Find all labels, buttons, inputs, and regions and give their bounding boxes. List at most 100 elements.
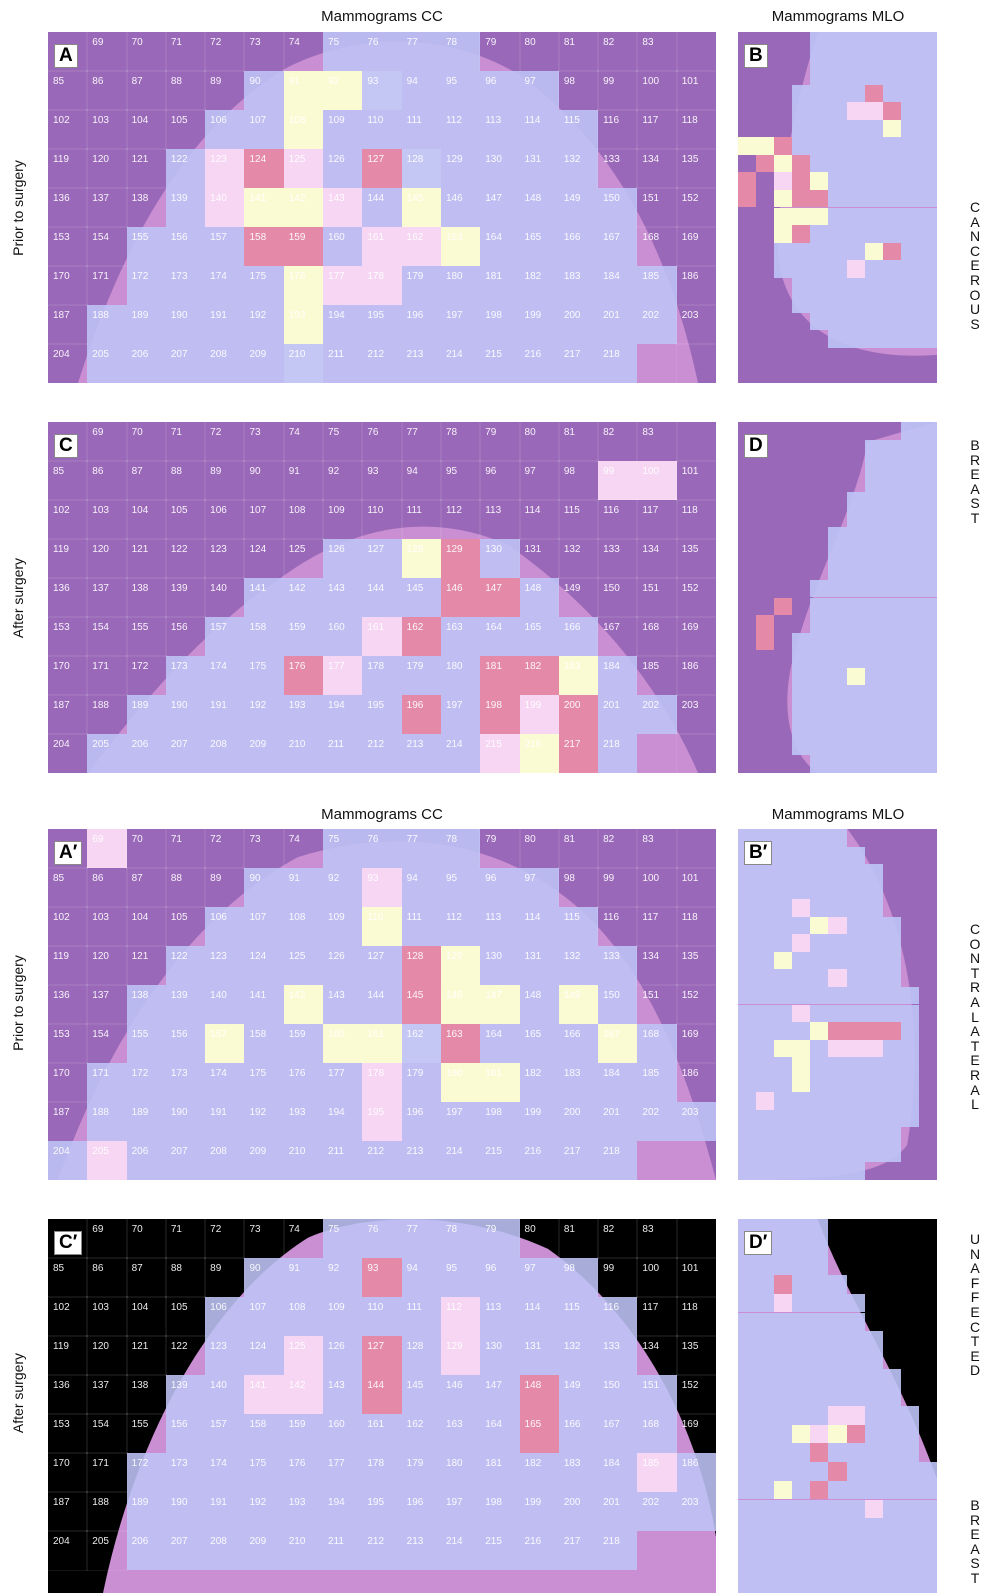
grid-cell: 213	[401, 1141, 441, 1180]
mlo-grid-cell	[828, 986, 847, 1005]
mlo-grid-cell	[756, 1256, 775, 1276]
mlo-grid-cell	[756, 1574, 775, 1593]
mlo-grid-cell	[774, 102, 792, 120]
mlo-grid-cell	[792, 295, 811, 313]
mlo-grid-cell	[846, 916, 865, 935]
mlo-grid-cell	[792, 755, 810, 773]
mlo-grid-cell	[864, 615, 883, 633]
grid-cell: 91	[283, 868, 324, 907]
grid-cell: 122	[164, 538, 207, 579]
mlo-grid-cell	[792, 1349, 811, 1369]
grid-cell: 128	[401, 149, 441, 188]
mlo-grid-cell	[901, 969, 919, 987]
grid-cell: 182	[519, 656, 559, 695]
mlo-grid-cell	[864, 702, 883, 721]
mlo-grid-cell	[774, 1219, 793, 1238]
grid-cell: 122	[165, 149, 206, 188]
grid-cell: 118	[675, 906, 716, 947]
mlo-grid-cell	[756, 1518, 775, 1537]
mlo-grid-cell	[900, 1480, 919, 1500]
mlo-grid-cell	[864, 509, 883, 528]
grid-cell: 170	[48, 655, 89, 696]
mlo-grid-cell	[864, 667, 883, 686]
grid-cell: 174	[205, 266, 245, 305]
grid-cell: 144	[362, 578, 402, 617]
grid-cell: 212	[362, 344, 402, 383]
mlo-grid-cell	[810, 422, 828, 440]
mlo-grid-cell	[901, 1219, 919, 1238]
mlo-grid-cell	[756, 225, 774, 243]
grid-cell: 95	[440, 868, 481, 907]
grid-cell: 71	[164, 829, 207, 869]
mlo-grid-cell	[882, 84, 901, 103]
mlo-grid-cell	[774, 1293, 793, 1313]
mlo-grid-cell	[738, 348, 756, 366]
mlo-grid-cell	[828, 1275, 847, 1294]
grid-cell: 203	[676, 1102, 716, 1141]
grid-cell: 120	[86, 148, 128, 189]
mlo-grid-cell	[738, 313, 756, 331]
mlo-grid-cell	[900, 579, 919, 598]
mlo-grid-cell	[792, 492, 810, 510]
mlo-grid-cell	[882, 1144, 901, 1163]
mlo-grid-cell	[846, 667, 865, 686]
mlo-grid-cell	[846, 544, 865, 563]
mlo-grid-cell	[882, 986, 901, 1005]
grid-cell: 180	[440, 266, 481, 305]
mlo-grid-cell	[846, 1039, 865, 1058]
mlo-grid-cell	[882, 172, 901, 190]
panel-letter-b: B	[744, 44, 768, 68]
mlo-grid-cell	[901, 864, 919, 882]
mlo-grid-cell	[865, 1238, 883, 1257]
grid-cell: 218	[598, 734, 638, 773]
mlo-grid-cell	[810, 1275, 829, 1294]
grid-cell: 124	[243, 538, 285, 579]
mlo-grid-cell	[792, 1057, 811, 1075]
mlo-grid-cell	[792, 1368, 811, 1388]
mlo-grid-cell	[918, 84, 937, 103]
mlo-grid-cell	[774, 703, 792, 721]
mlo-grid-cell	[864, 1127, 883, 1145]
grid-cell: 92	[322, 460, 364, 501]
mlo-grid-cell	[774, 154, 793, 173]
mlo-grid-cell	[846, 225, 865, 243]
grid-cell: 144	[362, 1375, 402, 1414]
mlo-grid-cell	[900, 544, 919, 563]
grid-cell: 194	[323, 1102, 363, 1141]
mlo-grid-cell	[865, 1162, 883, 1180]
grid-cell: 139	[164, 577, 207, 618]
mlo-grid-cell	[883, 1256, 901, 1275]
grid-cell: 200	[558, 1102, 599, 1141]
mlo-grid-cell	[918, 1499, 937, 1519]
grid-cell: 156	[164, 616, 207, 657]
grid-cell: 160	[323, 227, 363, 266]
mlo-grid-cell	[828, 242, 847, 261]
grid-cell: 159	[283, 227, 324, 266]
mlo-grid-cell	[738, 510, 756, 528]
grid-cell: 102	[48, 499, 89, 540]
mlo-grid-cell	[756, 1312, 775, 1332]
mlo-grid-cell	[901, 899, 919, 917]
mlo-grid-cell	[738, 1462, 757, 1481]
mlo-grid-cell	[864, 934, 883, 952]
mlo-grid-cell	[738, 260, 756, 278]
grid-cell: 128	[401, 1336, 441, 1375]
grid-cell: 106	[205, 110, 245, 149]
mlo-grid-cell	[919, 1145, 937, 1163]
mlo-grid-cell	[864, 899, 883, 917]
mlo-grid-cell	[792, 330, 810, 348]
grid-cell: 154	[86, 1023, 128, 1064]
grid-cell: 119	[48, 1335, 89, 1376]
mlo-grid-cell	[882, 330, 901, 348]
mlo-grid-cell	[828, 1536, 847, 1556]
mlo-grid-cell	[810, 864, 829, 882]
grid-cell: 130	[480, 1336, 520, 1375]
grid-cell: 108	[283, 110, 324, 149]
grid-cell: 201	[598, 695, 638, 734]
mlo-grid-cell	[900, 330, 919, 348]
grid-cell: 113	[480, 110, 520, 149]
mlo-grid-cell	[864, 685, 883, 703]
grid-cell: 190	[165, 695, 206, 734]
mlo-grid-cell	[864, 1368, 883, 1388]
mlo-grid-cell	[738, 755, 756, 773]
